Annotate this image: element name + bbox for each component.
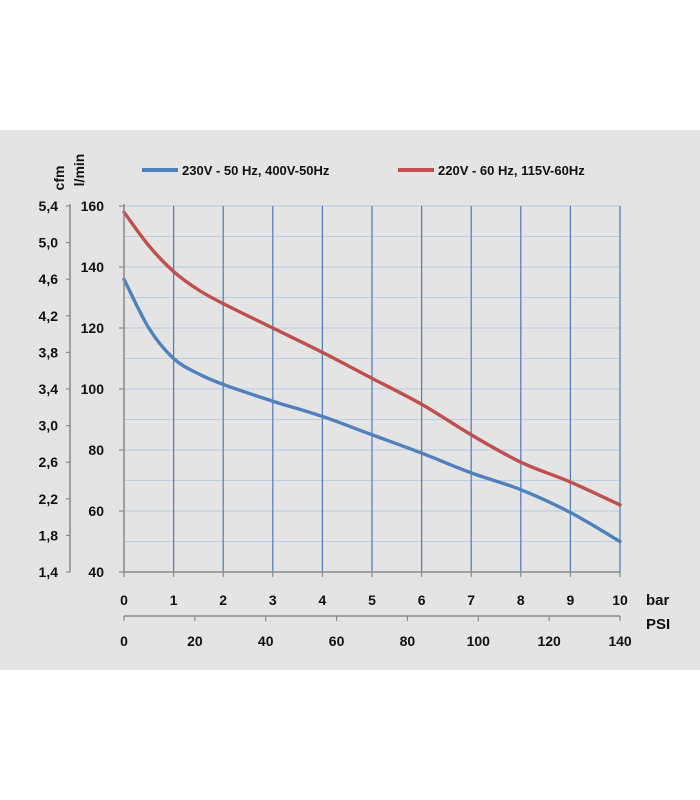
cfm-tick-label: 4,2	[39, 308, 59, 324]
bar-tick-label: 3	[269, 592, 277, 608]
pump-performance-chart: 4060801001201401601,41,82,22,63,03,43,84…	[39, 154, 671, 649]
bar-axis-title: bar	[646, 592, 670, 609]
cfm-tick-label: 2,6	[39, 454, 59, 470]
lmin-tick-label: 140	[81, 259, 105, 275]
cfm-tick-label: 3,0	[39, 418, 59, 434]
legend-label-220v: 220V - 60 Hz, 115V-60Hz	[438, 163, 585, 178]
bar-tick-label: 10	[612, 592, 628, 608]
cfm-axis-title: cfm	[51, 166, 67, 191]
bar-tick-label: 6	[418, 592, 426, 608]
lmin-tick-label: 100	[81, 381, 105, 397]
cfm-tick-label: 4,6	[39, 271, 59, 287]
bar-tick-label: 8	[517, 592, 525, 608]
series-line-230v-50hz	[122, 277, 622, 544]
cfm-tick-label: 5,4	[39, 198, 59, 214]
chart-panel: 40 60 80 100 120 140 160 1,4 1,8 2,2 2,6 3,0 3,4 3,8 4…	[0, 130, 700, 670]
bar-tick-label: 4	[319, 592, 327, 608]
psi-tick-label: 120	[537, 633, 561, 649]
lmin-axis-title: l/min	[71, 154, 87, 187]
psi-tick-label: 20	[187, 633, 203, 649]
psi-tick-label: 60	[329, 633, 345, 649]
cfm-tick-label: 3,4	[39, 381, 59, 397]
cfm-tick-label: 3,8	[39, 344, 59, 360]
legend-label-230v: 230V - 50 Hz, 400V-50Hz	[182, 163, 330, 178]
lmin-tick-label: 40	[88, 564, 104, 580]
psi-tick-label: 80	[400, 633, 416, 649]
psi-axis-title: PSI	[646, 616, 670, 633]
lmin-tick-label: 60	[88, 503, 104, 519]
bar-tick-label: 1	[170, 592, 178, 608]
series-line-220v-60hz	[122, 210, 622, 507]
cfm-tick-label: 5,0	[39, 235, 59, 251]
cfm-tick-label: 2,2	[39, 491, 59, 507]
lmin-tick-label: 120	[81, 320, 105, 336]
bar-tick-label: 2	[219, 592, 227, 608]
axis-lines	[66, 204, 621, 621]
bar-tick-label: 5	[368, 592, 376, 608]
legend: 230V - 50 Hz, 400V-50Hz 220V - 60 Hz, 11…	[142, 163, 585, 178]
psi-tick-label: 140	[608, 633, 632, 649]
bar-tick-label: 0	[120, 592, 128, 608]
tick-labels: 4060801001201401601,41,82,22,63,03,43,84…	[39, 198, 632, 649]
cfm-tick-label: 1,4	[39, 564, 59, 580]
lmin-tick-label: 80	[88, 442, 104, 458]
bar-tick-label: 7	[467, 592, 475, 608]
psi-tick-label: 0	[120, 633, 128, 649]
vertical-gridlines	[173, 206, 621, 572]
psi-tick-label: 40	[258, 633, 274, 649]
lmin-tick-label: 160	[81, 198, 105, 214]
cfm-tick-label: 1,8	[39, 527, 59, 543]
axis-titles: cfm l/min bar PSI	[51, 154, 670, 633]
psi-tick-label: 100	[467, 633, 491, 649]
series-lines	[122, 210, 622, 544]
bar-tick-label: 9	[567, 592, 575, 608]
